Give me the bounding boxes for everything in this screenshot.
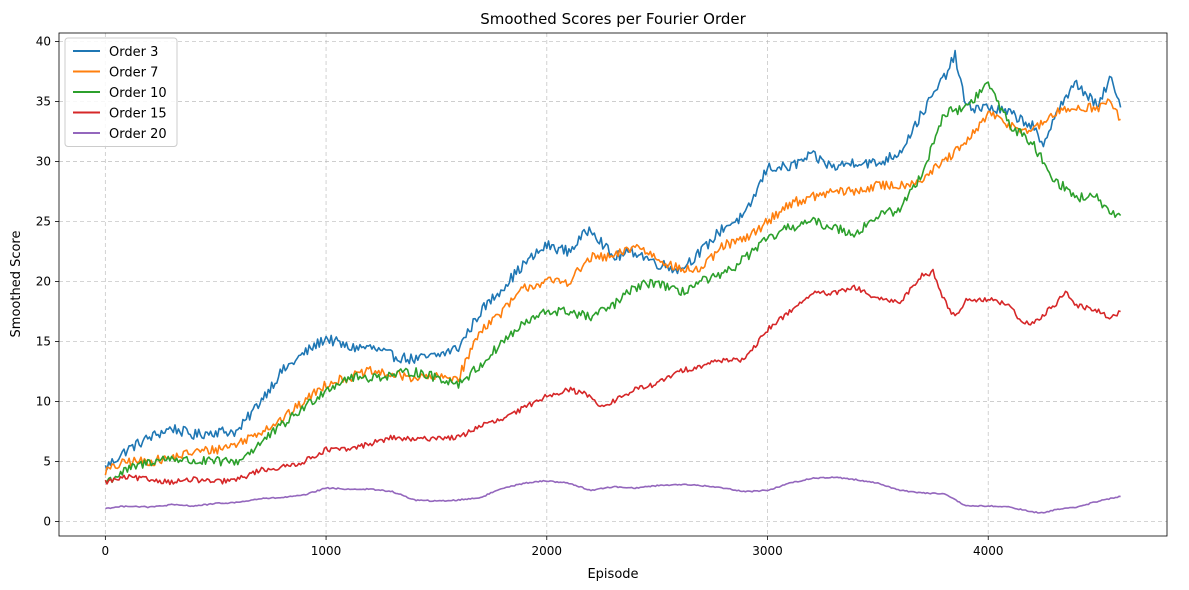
series-line-order-15 bbox=[104, 268, 1121, 486]
y-axis-ticks: 0 5 10 15 20 25 30 35 40 bbox=[36, 34, 59, 529]
x-tick-label: 0 bbox=[102, 544, 110, 558]
y-tick-label: 10 bbox=[36, 395, 51, 409]
y-tick-label: 40 bbox=[36, 34, 51, 48]
y-tick-label: 0 bbox=[43, 515, 51, 529]
legend-box bbox=[64, 37, 178, 147]
x-axis-label: Episode bbox=[587, 567, 638, 582]
grid bbox=[59, 33, 1167, 536]
plot-frame bbox=[58, 32, 1168, 537]
x-tick-label: 3000 bbox=[752, 544, 783, 558]
y-tick-label: 25 bbox=[36, 214, 51, 228]
x-tick-label: 4000 bbox=[973, 544, 1004, 558]
y-tick-label: 35 bbox=[36, 94, 51, 108]
chart-title: Smoothed Scores per Fourier Order bbox=[480, 10, 746, 28]
series-line-order-3 bbox=[104, 49, 1122, 471]
x-tick-label: 1000 bbox=[311, 544, 342, 558]
legend-label: Order 10 bbox=[109, 86, 167, 101]
y-axis-label: Smoothed Score bbox=[9, 231, 24, 338]
series-line-order-20 bbox=[105, 476, 1121, 514]
x-tick-label: 2000 bbox=[532, 544, 563, 558]
series-line-order-10 bbox=[105, 81, 1122, 484]
y-tick-label: 20 bbox=[36, 274, 51, 288]
legend-label: Order 3 bbox=[109, 45, 158, 60]
legend-label: Order 20 bbox=[109, 127, 167, 142]
y-tick-label: 5 bbox=[43, 455, 51, 469]
series-line-order-7 bbox=[104, 98, 1121, 476]
legend-label: Order 7 bbox=[109, 66, 158, 81]
legend: Order 3 Order 7 Order 10 Order 15 Order 20 bbox=[64, 37, 178, 147]
y-tick-label: 15 bbox=[36, 335, 51, 349]
legend-label: Order 15 bbox=[109, 107, 167, 122]
y-tick-label: 30 bbox=[36, 154, 51, 168]
x-axis-ticks: 0 1000 2000 3000 4000 bbox=[102, 536, 1004, 558]
series-lines bbox=[104, 49, 1122, 514]
